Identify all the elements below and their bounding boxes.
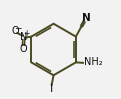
Text: O: O [20, 44, 27, 54]
Text: I: I [49, 84, 53, 94]
Text: NH₂: NH₂ [84, 57, 102, 67]
Text: N: N [82, 13, 91, 23]
Text: −: − [14, 24, 22, 33]
Text: +: + [23, 29, 30, 38]
Text: O: O [11, 26, 19, 36]
Text: N: N [20, 32, 28, 42]
